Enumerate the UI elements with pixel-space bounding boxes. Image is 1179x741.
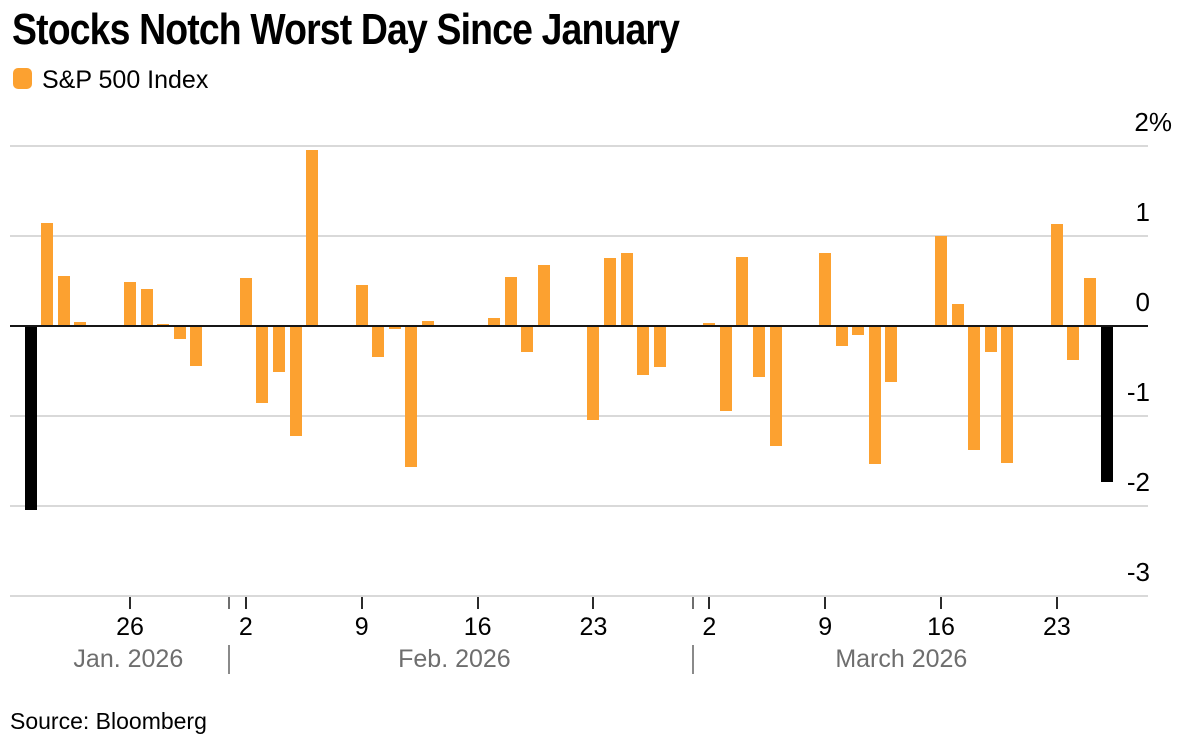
data-bar-feb-19 xyxy=(521,327,534,353)
month-boundary-tick xyxy=(228,597,231,609)
source-label: Source: Bloomberg xyxy=(10,708,207,734)
data-bar-mar-18 xyxy=(968,327,981,451)
data-bar-jan-21 xyxy=(41,222,54,326)
y-axis-label: -2 xyxy=(1126,467,1150,497)
page-title: Stocks Notch Worst Day Since January xyxy=(12,5,680,54)
data-bar-feb-20 xyxy=(537,264,550,326)
x-axis-tick-label: 16 xyxy=(463,613,492,641)
x-axis-tick xyxy=(129,597,131,609)
data-bar-mar-3 xyxy=(719,327,732,411)
y-axis-label: -3 xyxy=(1126,557,1150,587)
x-axis-tick xyxy=(824,597,827,609)
data-bar-mar-20 xyxy=(1001,327,1014,463)
x-axis-tick-label: 2 xyxy=(238,613,253,641)
data-bar-mar-17 xyxy=(951,304,964,326)
x-axis-tick xyxy=(360,597,363,609)
data-bar-feb-2 xyxy=(239,278,252,326)
data-bar-jan-29 xyxy=(173,327,186,339)
x-axis-tick-label: 23 xyxy=(579,613,608,641)
data-bar-feb-4 xyxy=(272,327,285,372)
y-axis-label: 1 xyxy=(1135,197,1150,227)
x-axis-tick-label: 2 xyxy=(702,613,717,641)
data-bar-feb-3 xyxy=(256,327,269,403)
data-bar-feb-6 xyxy=(306,149,319,326)
legend-swatch-icon xyxy=(13,68,32,89)
x-axis-tick xyxy=(476,597,479,609)
data-bar-mar-23 xyxy=(1050,224,1063,326)
data-bar-feb-9 xyxy=(355,284,368,326)
data-bar-mar-4 xyxy=(736,256,749,326)
data-bar-feb-12 xyxy=(405,327,418,467)
data-bar-mar-13 xyxy=(885,327,898,382)
grid-line xyxy=(10,415,1148,417)
data-bar-feb-24 xyxy=(604,257,617,326)
data-bar-mar-11 xyxy=(852,327,865,336)
x-axis-tick xyxy=(708,597,711,609)
month-separator xyxy=(691,645,694,674)
data-bar-feb-18 xyxy=(504,276,517,326)
data-bar-mar-9 xyxy=(819,253,832,326)
zero-line xyxy=(10,325,1148,327)
x-axis-tick-label: 23 xyxy=(1043,613,1071,641)
y-axis-label: 0 xyxy=(1135,287,1150,317)
data-bar-jan-23 xyxy=(74,321,87,326)
month-label: Jan. 2026 xyxy=(73,645,184,673)
data-bar-feb-11 xyxy=(388,327,401,329)
data-bar-feb-27 xyxy=(653,327,666,367)
month-separator xyxy=(228,645,231,674)
data-bar-jan-27 xyxy=(140,289,153,326)
x-axis-tick xyxy=(940,597,943,609)
data-bar-feb-13 xyxy=(421,320,434,326)
grid-line xyxy=(10,235,1148,237)
x-axis-tick-label: 9 xyxy=(818,613,833,641)
data-bar-feb-23 xyxy=(587,327,600,420)
data-bar-mar-2 xyxy=(703,323,716,326)
data-bar-mar-24 xyxy=(1067,327,1080,361)
data-bar-feb-25 xyxy=(620,253,633,326)
y-axis-label: 2% xyxy=(1134,107,1172,137)
data-bar-jan-22 xyxy=(57,275,70,326)
data-bar-jan-30 xyxy=(190,327,203,366)
data-bar-jan-26 xyxy=(124,281,136,326)
data-bar-mar-12 xyxy=(868,327,881,464)
month-label: March 2026 xyxy=(835,645,968,673)
legend-label: S&P 500 Index xyxy=(42,66,209,94)
data-bar-feb-26 xyxy=(637,327,650,375)
data-bar-feb-5 xyxy=(289,327,302,436)
data-bar-mar-16 xyxy=(935,236,948,326)
x-axis-tick-label: 16 xyxy=(927,613,955,641)
x-axis-tick xyxy=(1055,597,1058,609)
grid-line xyxy=(10,595,1148,597)
data-bar-mar-25 xyxy=(1084,278,1097,326)
data-bar-feb-17 xyxy=(488,317,501,326)
x-axis-tick-label: 26 xyxy=(116,613,144,641)
grid-line xyxy=(10,505,1148,507)
data-bar-feb-10 xyxy=(372,327,385,357)
data-bar-jan-20 xyxy=(24,327,37,510)
x-axis-tick xyxy=(592,597,595,609)
month-label: Feb. 2026 xyxy=(398,645,511,673)
data-bar-mar-5 xyxy=(752,327,765,378)
grid-line xyxy=(10,145,1148,147)
data-bar-mar-19 xyxy=(984,327,997,353)
x-axis-tick xyxy=(244,597,247,609)
data-bar-mar-6 xyxy=(769,327,782,446)
y-axis-label: -1 xyxy=(1126,377,1150,407)
x-axis-tick-label: 9 xyxy=(354,613,369,641)
month-boundary-tick xyxy=(691,597,694,609)
data-bar-mar-10 xyxy=(835,327,848,346)
data-bar-mar-26 xyxy=(1100,327,1113,482)
